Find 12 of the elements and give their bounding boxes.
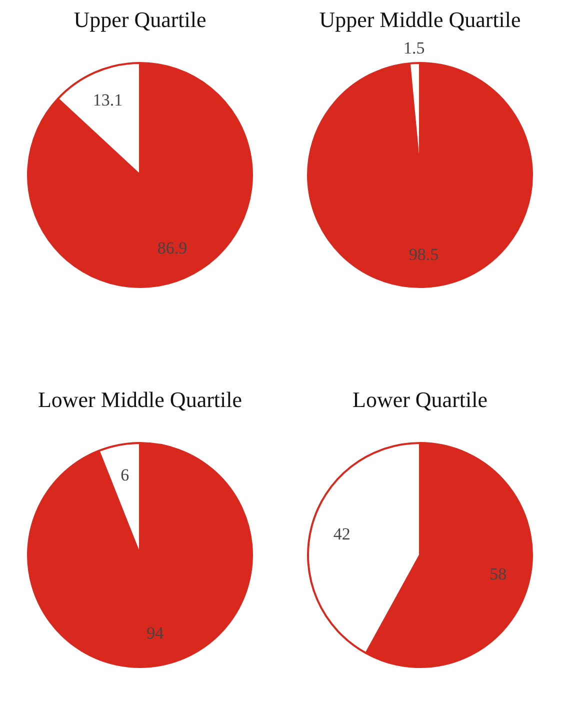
data-label: 58 [490,564,507,584]
chart-title: Lower Middle Quartile [36,386,244,414]
data-label: 13.1 [92,90,123,110]
data-label: 86.9 [157,238,188,258]
data-label: 94 [146,624,164,643]
chart-title: Upper Middle Quartile [318,6,522,34]
data-label: 6 [120,465,130,484]
data-label: 1.5 [403,38,425,58]
chart-title: Upper Quartile [72,6,208,34]
data-label: 42 [333,524,350,544]
data-label: 98.5 [408,245,439,264]
chart-title: Lower Quartile [352,386,488,414]
